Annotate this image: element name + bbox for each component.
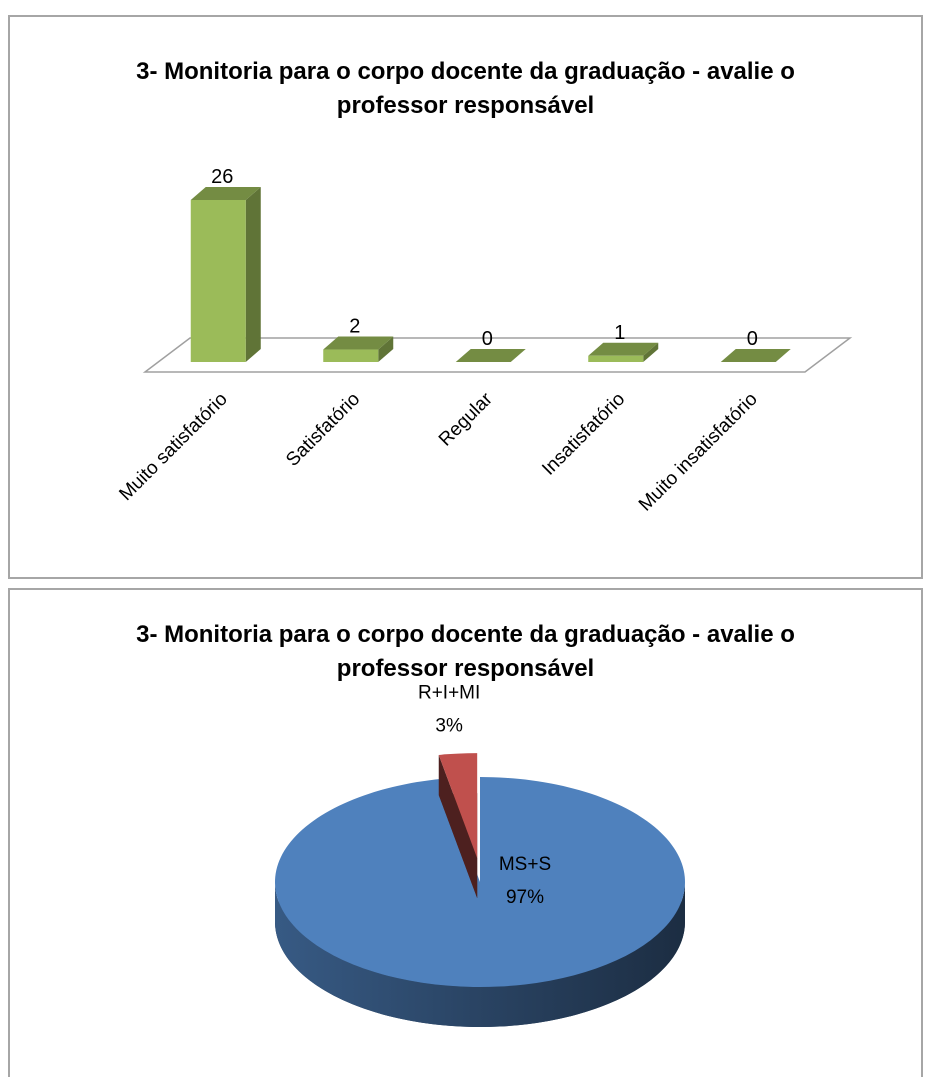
pie-slice <box>274 777 686 1027</box>
bar <box>455 349 526 362</box>
x-tick-label: Regular <box>435 388 497 450</box>
chart-title: 3- Monitoria para o corpo docente da gra… <box>136 58 795 119</box>
slice-side <box>275 882 685 1027</box>
chart-title: 3- Monitoria para o corpo docente da gra… <box>136 621 795 682</box>
bar-side <box>245 187 261 362</box>
bar-top <box>588 342 659 356</box>
x-tick-label: Muito satisfatório <box>115 389 231 505</box>
bar-front <box>190 200 246 362</box>
bar-side <box>643 342 659 362</box>
slice-label: R+I+MI <box>418 683 480 704</box>
bar <box>323 336 394 362</box>
data-label: 2 <box>349 316 360 338</box>
bar-side <box>378 336 394 362</box>
bar <box>588 342 659 362</box>
pie-slice <box>438 753 478 899</box>
data-label: 0 <box>482 328 493 350</box>
chart-panel: 3- Monitoria para o corpo docente da gra… <box>8 588 923 1077</box>
chart: MS+S 97% R+I+MI 3% <box>274 683 686 1027</box>
bar-top <box>455 349 526 362</box>
data-label: 1 <box>614 322 625 344</box>
x-tick-label: Muito insatisfatório <box>635 389 762 516</box>
slice-value-label: 97% <box>506 887 544 908</box>
slice-value-label: 3% <box>435 716 463 737</box>
x-tick-label: Insatisfatório <box>538 389 629 480</box>
slice-label: MS+S <box>499 854 551 875</box>
bar <box>720 349 791 362</box>
data-label: 0 <box>747 328 758 350</box>
slice-top <box>274 777 685 987</box>
slice-cut <box>438 754 478 899</box>
bar <box>190 187 261 362</box>
chart: 26 Muito satisfatório 2 Satisfatório 0 Regula… <box>115 166 853 516</box>
bar-front <box>588 355 644 362</box>
bar-top <box>720 349 791 362</box>
data-label: 26 <box>211 166 233 188</box>
bar-top <box>190 187 261 200</box>
slice-top <box>438 753 478 859</box>
x-tick-label: Satisfatório <box>282 389 364 471</box>
bar-top <box>323 336 394 350</box>
chart-panel: 3- Monitoria para o corpo docente da gra… <box>8 15 923 579</box>
bar-front <box>323 349 379 362</box>
